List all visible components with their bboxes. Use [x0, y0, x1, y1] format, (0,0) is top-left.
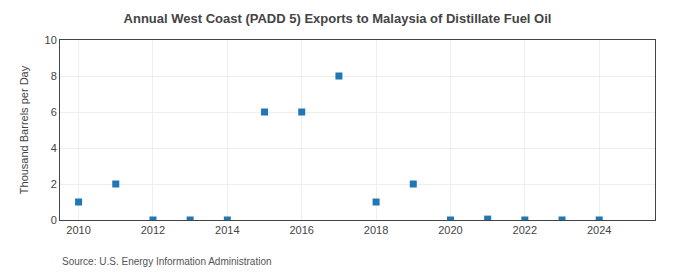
svg-text:2020: 2020	[438, 224, 462, 236]
svg-text:2: 2	[51, 178, 57, 190]
svg-text:Annual West Coast (PADD 5) Exp: Annual West Coast (PADD 5) Exports to Ma…	[124, 11, 552, 26]
svg-text:2010: 2010	[66, 224, 90, 236]
svg-text:2014: 2014	[215, 224, 239, 236]
svg-text:6: 6	[51, 106, 57, 118]
svg-text:0: 0	[51, 214, 57, 226]
svg-text:2012: 2012	[141, 224, 165, 236]
svg-text:4: 4	[51, 142, 57, 154]
svg-text:2018: 2018	[364, 224, 388, 236]
svg-text:Thousand Barrels per Day: Thousand Barrels per Day	[18, 65, 30, 194]
svg-text:2024: 2024	[587, 224, 611, 236]
svg-text:10: 10	[45, 34, 57, 46]
svg-text:8: 8	[51, 70, 57, 82]
svg-text:Source: U.S. Energy Informatio: Source: U.S. Energy Information Administ…	[62, 256, 272, 267]
svg-text:2022: 2022	[513, 224, 537, 236]
svg-text:2016: 2016	[289, 224, 313, 236]
